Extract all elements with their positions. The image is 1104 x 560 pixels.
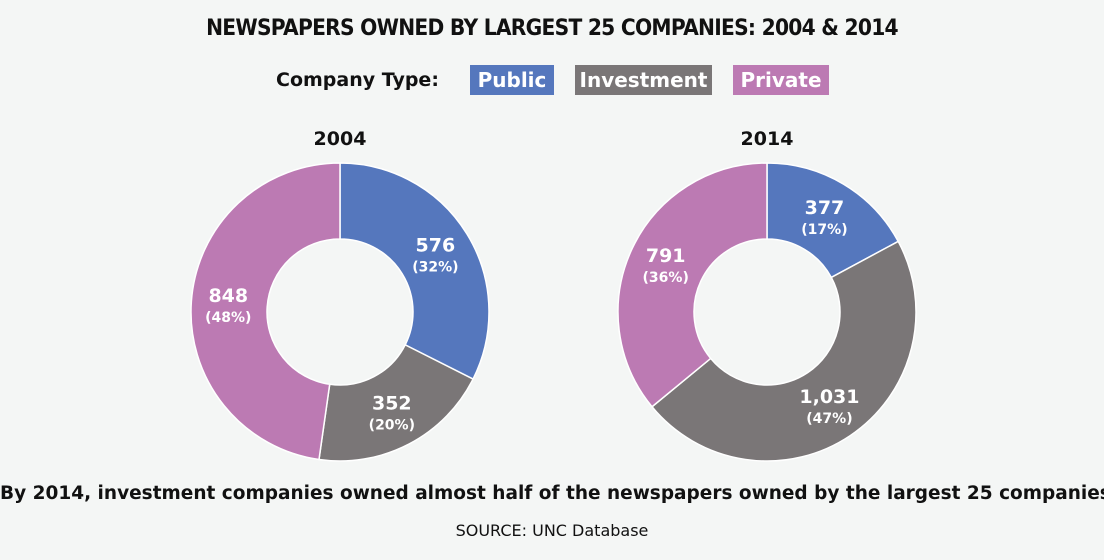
chart-year-title: 2014 [741, 128, 794, 150]
chart-year-title: 2004 [314, 128, 367, 150]
chart-title: NEWSPAPERS OWNED BY LARGEST 25 COMPANIES… [206, 16, 899, 41]
slice-percent-label-public: (32%) [412, 259, 458, 275]
slice-value-label-public: 377 [805, 197, 845, 219]
slice-value-label-private: 848 [208, 285, 248, 307]
slice-investment [650, 240, 917, 462]
donut-chart-2004: 2004 576 (32%) 352 (20%) 848 (48%) [190, 128, 490, 462]
slice-value-label-public: 576 [416, 234, 456, 256]
legend-item-investment: Investment [575, 65, 712, 95]
slice-percent-label-private: (36%) [643, 270, 689, 286]
legend-item-private: Private [733, 65, 829, 95]
slice-private [617, 162, 768, 408]
legend: Company Type: Public Investment Private [0, 65, 1104, 97]
slice-private [190, 162, 341, 461]
chart-source: SOURCE: UNC Database [455, 521, 649, 540]
chart-caption: By 2014, investment companies owned almo… [0, 483, 1104, 504]
slice-percent-label-private: (48%) [205, 310, 251, 326]
slice-public [339, 162, 490, 381]
slice-value-label-investment: 352 [372, 392, 412, 414]
slice-value-label-private: 791 [646, 245, 686, 267]
slice-percent-label-investment: (20%) [369, 417, 415, 433]
legend-item-public: Public [470, 65, 554, 95]
slice-investment [318, 343, 475, 462]
slice-percent-label-investment: (47%) [806, 411, 852, 427]
legend-label: Company Type: [276, 69, 439, 91]
slice-percent-label-public: (17%) [801, 222, 847, 238]
donut-chart-2014: 2014 377 (17%) 1,031 (47%) 791 (36%) [617, 128, 917, 462]
donut-charts: 2004 576 (32%) 352 (20%) 848 (48%) 2014 377 (17%)… [190, 128, 917, 462]
slice-value-label-investment: 1,031 [799, 386, 859, 408]
